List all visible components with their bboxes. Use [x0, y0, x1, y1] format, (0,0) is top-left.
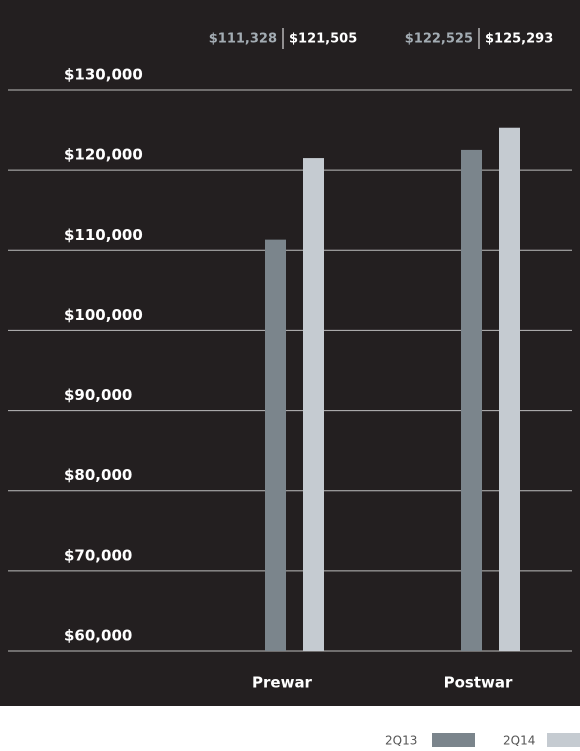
legend-swatch — [432, 733, 475, 747]
y-tick-label: $130,000 — [64, 66, 143, 84]
y-tick-label: $70,000 — [64, 546, 132, 564]
value-label: $111,328 — [209, 32, 277, 47]
bar — [461, 149, 482, 651]
legend-label: 2Q14 — [503, 734, 535, 748]
legend-label: 2Q13 — [385, 734, 417, 748]
y-tick-label: $90,000 — [64, 386, 132, 404]
value-label: $122,525 — [405, 32, 473, 47]
bar — [303, 158, 324, 651]
value-label: $125,293 — [485, 32, 553, 47]
chart-background — [0, 0, 580, 706]
y-tick-label: $80,000 — [64, 466, 132, 484]
y-tick-label: $100,000 — [64, 306, 143, 324]
y-tick-label: $60,000 — [64, 627, 132, 645]
x-tick-label: Postwar — [444, 674, 513, 692]
bar — [265, 239, 286, 651]
bar — [499, 127, 520, 651]
legend-swatch — [547, 733, 580, 747]
y-tick-label: $110,000 — [64, 226, 143, 244]
x-tick-label: Prewar — [252, 674, 313, 692]
y-tick-label: $120,000 — [64, 146, 143, 164]
value-label: $121,505 — [289, 32, 357, 47]
